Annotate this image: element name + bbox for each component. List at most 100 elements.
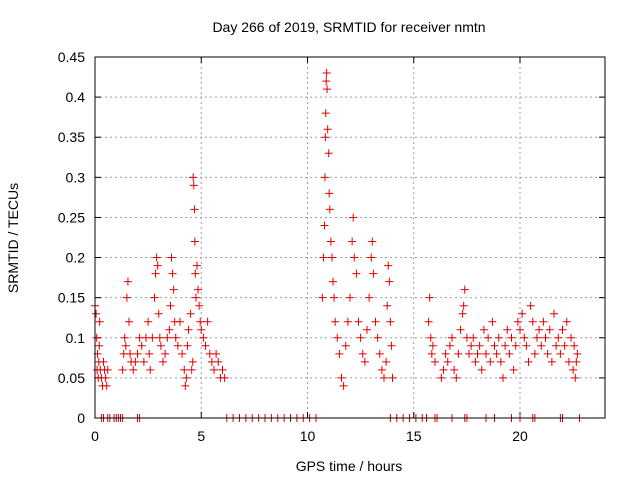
data-point: [437, 373, 446, 382]
data-point: [454, 349, 463, 358]
data-point: [373, 333, 382, 342]
data-point: [547, 357, 556, 366]
y-tick-label: 0.35: [58, 129, 85, 145]
x-tick-label: 0: [91, 428, 99, 444]
data-point: [384, 261, 393, 270]
data-point: [341, 341, 350, 350]
data-point: [155, 333, 164, 342]
data-point: [318, 293, 327, 302]
data-point: [212, 349, 221, 358]
data-point: [469, 333, 478, 342]
data-point: [358, 349, 367, 358]
x-tick-label: 20: [512, 428, 528, 444]
data-point: [191, 293, 200, 302]
data-point: [176, 317, 184, 326]
data-point: [165, 325, 174, 334]
data-point: [102, 381, 111, 390]
data-point: [189, 173, 198, 182]
data-point: [325, 189, 334, 198]
data-point: [181, 381, 190, 390]
data-point: [456, 325, 465, 334]
data-point: [460, 285, 469, 294]
data-point: [126, 349, 135, 358]
data-point: [139, 357, 148, 366]
data-point: [129, 365, 138, 374]
data-point: [496, 357, 505, 366]
data-point: [490, 341, 499, 350]
data-point: [322, 69, 331, 78]
data-point: [550, 309, 558, 318]
y-tick-label: 0.1: [66, 330, 86, 346]
data-point: [122, 293, 131, 302]
data-point: [367, 253, 376, 262]
data-point: [388, 373, 397, 382]
data-point: [499, 373, 507, 382]
data-point: [431, 357, 439, 366]
data-point: [486, 357, 495, 366]
data-point: [159, 357, 167, 366]
data-point: [335, 349, 344, 358]
data-point: [203, 317, 212, 326]
data-point: [331, 317, 340, 326]
data-point: [465, 349, 473, 358]
data-point: [325, 205, 334, 214]
data-point: [443, 357, 452, 366]
data-point: [319, 253, 328, 262]
data-point: [194, 285, 203, 294]
data-point: [507, 333, 516, 342]
data-point: [218, 365, 227, 374]
plot-frame: [94, 56, 606, 419]
data-point: [150, 293, 159, 302]
data-point: [133, 349, 142, 358]
data-point: [511, 341, 520, 350]
data-point: [131, 357, 140, 366]
data-point: [482, 349, 490, 358]
data-point: [505, 349, 514, 358]
x-axis-title: GPS time / hours: [296, 458, 403, 474]
data-point: [214, 357, 223, 366]
data-point: [188, 357, 197, 366]
data-point: [173, 341, 182, 350]
data-point: [365, 293, 374, 302]
data-point: [346, 293, 354, 302]
data-point: [488, 317, 497, 326]
data-point: [120, 333, 129, 342]
data-point: [383, 301, 392, 310]
data-point: [518, 309, 527, 318]
data-point: [363, 325, 371, 334]
data-point: [180, 365, 189, 374]
data-point: [320, 221, 329, 230]
data-point: [320, 173, 329, 182]
data-point: [166, 301, 175, 310]
data-point: [95, 341, 104, 350]
data-point: [385, 277, 394, 286]
data-point: [326, 237, 335, 246]
data-point: [330, 293, 339, 302]
data-point: [445, 341, 454, 350]
data-point: [171, 333, 180, 342]
data-point: [387, 341, 396, 350]
data-point: [477, 365, 486, 374]
data-point: [368, 237, 377, 246]
data-point: [425, 293, 434, 302]
data-point: [321, 133, 330, 142]
data-point: [163, 333, 172, 342]
data-point: [513, 317, 522, 326]
data-point: [494, 333, 503, 342]
data-point: [539, 317, 548, 326]
data-point: [153, 261, 162, 270]
data-point: [471, 357, 480, 366]
data-points: [91, 69, 584, 422]
data-point: [537, 341, 546, 350]
data-point: [193, 261, 201, 270]
data-point: [520, 333, 529, 342]
data-point: [562, 317, 571, 326]
data-point: [322, 77, 331, 86]
data-point: [452, 373, 461, 382]
data-point: [516, 325, 524, 334]
data-point: [492, 349, 501, 358]
data-point: [101, 373, 110, 382]
data-point: [201, 341, 210, 350]
data-point: [528, 317, 537, 326]
